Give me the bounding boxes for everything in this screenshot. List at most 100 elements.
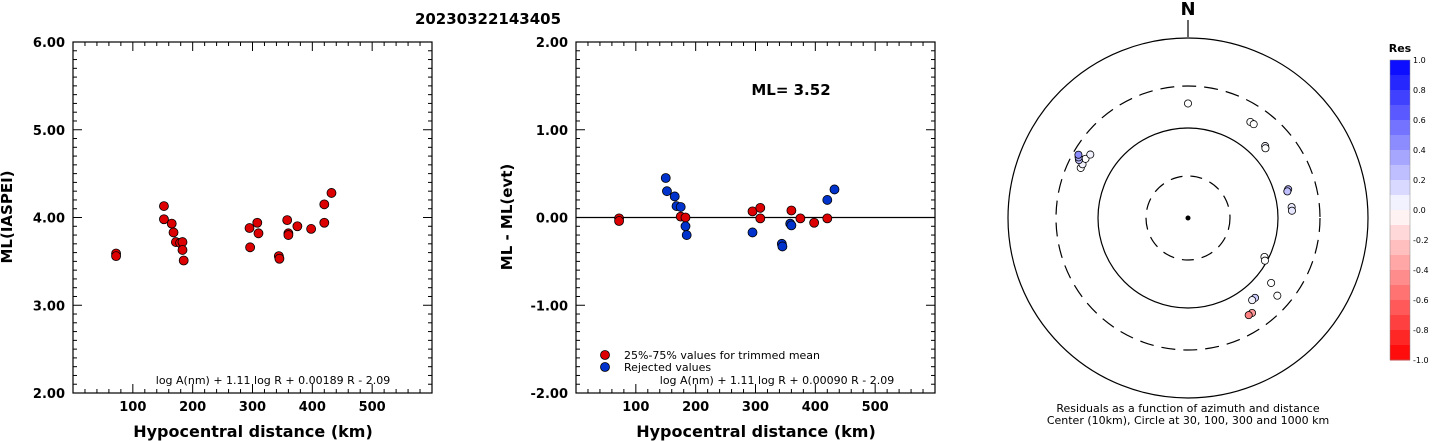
- ml-x-tick-label: 300: [239, 400, 266, 415]
- res-data-point: [809, 217, 820, 228]
- colorbar-cell: [1390, 105, 1410, 121]
- res-data-point: [786, 205, 797, 216]
- colorbar-cell: [1390, 300, 1410, 316]
- ml-formula-label: log A(nm) + 1.11 log R + 0.00189 R - 2.0…: [156, 374, 390, 387]
- residual-plot-points: [614, 173, 840, 252]
- map-caption-line1: Residuals as a function of azimuth and d…: [1056, 402, 1319, 415]
- station-marker: [1267, 278, 1276, 287]
- colorbar-tick-label: 1.0: [1413, 56, 1426, 65]
- res-data-point: [777, 241, 788, 252]
- res-y-tick-label: 0.00: [536, 212, 568, 227]
- ml-data-point: [166, 218, 177, 229]
- ml-y-tick-label: 2.00: [33, 387, 65, 402]
- ml-plot-points: [111, 188, 337, 266]
- ml-y-tick-label: 4.00: [33, 212, 65, 227]
- ml-data-point: [319, 217, 330, 228]
- res-x-tick-label: 100: [622, 400, 649, 415]
- res-data-point: [822, 213, 833, 224]
- ml-y-axis-label: ML(IASPEI): [0, 170, 16, 263]
- station-marker: [1287, 206, 1296, 215]
- colorbar-cell: [1390, 240, 1410, 256]
- res-y-tick-label: 1.00: [536, 124, 568, 139]
- residual-plot-ticks: 100 200 300 400 500 -2.00 -1.00 0.00 1.00 2.00: [531, 36, 935, 415]
- legend-trimmed-label: 25%-75% values for trimmed mean: [624, 349, 820, 362]
- ml-data-point: [306, 224, 317, 234]
- colorbar-cell: [1390, 120, 1410, 136]
- colorbar-tick-label: 0.4: [1413, 146, 1426, 155]
- res-y-tick-label: -2.00: [531, 387, 568, 402]
- colorbar-ticks: 1.0 0.8 0.6 0.4 0.2 0.0 -0.2 -0.4 -0.6 -0.8 -1.0: [1413, 56, 1429, 365]
- ring-300km: [1055, 85, 1321, 351]
- colorbar-cell: [1390, 210, 1410, 226]
- res-data-point: [660, 173, 671, 183]
- colorbar-title: Res: [1389, 42, 1412, 55]
- residual-formula-label: log A(nm) + 1.11 log R + 0.00090 R - 2.0…: [660, 374, 894, 387]
- station-marker: [1260, 256, 1269, 265]
- azimuth-residual-map: N Residuals as a function of azimuth and…: [1007, 0, 1369, 427]
- colorbar-cell: [1390, 270, 1410, 286]
- res-x-tick-label: 400: [802, 400, 829, 415]
- res-data-point: [681, 230, 692, 240]
- ml-x-axis-label: Hypocentral distance (km): [133, 422, 373, 441]
- ml-data-point: [244, 223, 255, 233]
- ml-data-point: [283, 230, 294, 240]
- residual-vs-distance-panel: 100 200 300 400 500 -2.00 -1.00 0.00 1.00 2.00 ML…: [498, 36, 936, 441]
- res-data-point: [680, 212, 691, 223]
- station-marker: [1261, 144, 1270, 153]
- res-data-point: [680, 221, 691, 232]
- station-marker: [1273, 291, 1282, 300]
- ml-data-point: [282, 215, 293, 226]
- colorbar-border: [1389, 59, 1411, 361]
- colorbar-cell: [1390, 60, 1410, 76]
- ml-data-point: [178, 255, 189, 266]
- legend-trimmed-marker: [600, 350, 610, 360]
- ml-vs-distance-panel: 100 200 300 400 500 2.00 3.00 4.00 5.00 6.00 log …: [0, 36, 433, 441]
- colorbar-cells: [1389, 59, 1411, 361]
- ml-x-tick-label: 200: [179, 400, 206, 415]
- colorbar-cell: [1390, 135, 1410, 151]
- station-markers: [1074, 99, 1296, 320]
- res-data-point: [662, 186, 672, 197]
- res-y-tick-label: 2.00: [536, 36, 568, 51]
- colorbar-cell: [1390, 180, 1410, 196]
- res-x-tick-label: 200: [682, 400, 709, 415]
- ml-data-point: [245, 242, 256, 253]
- station-marker: [1283, 187, 1292, 196]
- colorbar-tick-label: 0.2: [1413, 176, 1426, 185]
- ml-data-point: [168, 227, 179, 238]
- ml-y-tick-label: 5.00: [33, 124, 65, 139]
- north-label: N: [1180, 0, 1195, 20]
- station-marker: [1244, 311, 1253, 320]
- epicenter-dot: [1185, 215, 1191, 221]
- res-y-tick-label: -1.00: [531, 299, 568, 314]
- colorbar-cell: [1390, 330, 1410, 346]
- station-marker: [1074, 150, 1083, 159]
- legend-rejected-marker: [600, 362, 610, 372]
- station-marker: [1249, 120, 1258, 129]
- colorbar-cell: [1390, 315, 1410, 331]
- res-x-tick-label: 500: [862, 400, 889, 415]
- station-marker: [1086, 150, 1095, 159]
- ml-y-tick-label: 3.00: [33, 299, 65, 314]
- ml-data-point: [274, 253, 285, 264]
- residual-x-axis-label: Hypocentral distance (km): [636, 422, 876, 441]
- ring-1000km: [1007, 37, 1369, 399]
- colorbar-cell: [1390, 255, 1410, 271]
- colorbar-cell: [1390, 150, 1410, 166]
- colorbar-cell: [1390, 165, 1410, 181]
- residual-y-axis-label: ML - ML(evt): [498, 164, 516, 270]
- residual-colorbar: Res 1.0 0.8 0.6 0.4 0.2 0.0 -0.2 -0.4 -0.6 -0.8 -1…: [1389, 42, 1429, 365]
- map-caption-line2: Center (10km), Circle at 30, 100, 300 an…: [1047, 414, 1329, 427]
- ml-plot-ticks: 100 200 300 400 500 2.00 3.00 4.00 5.00 6.00: [33, 36, 432, 415]
- ml-data-point: [159, 201, 169, 211]
- legend-rejected-label: Rejected values: [624, 361, 711, 374]
- res-data-point: [755, 213, 766, 224]
- ml-data-point: [326, 188, 337, 198]
- ml-value-annotation: ML= 3.52: [751, 81, 830, 99]
- res-data-point: [669, 191, 680, 202]
- res-data-point: [829, 184, 840, 195]
- res-data-point: [747, 227, 758, 238]
- station-marker: [1184, 99, 1193, 108]
- ml-x-tick-label: 500: [359, 400, 386, 415]
